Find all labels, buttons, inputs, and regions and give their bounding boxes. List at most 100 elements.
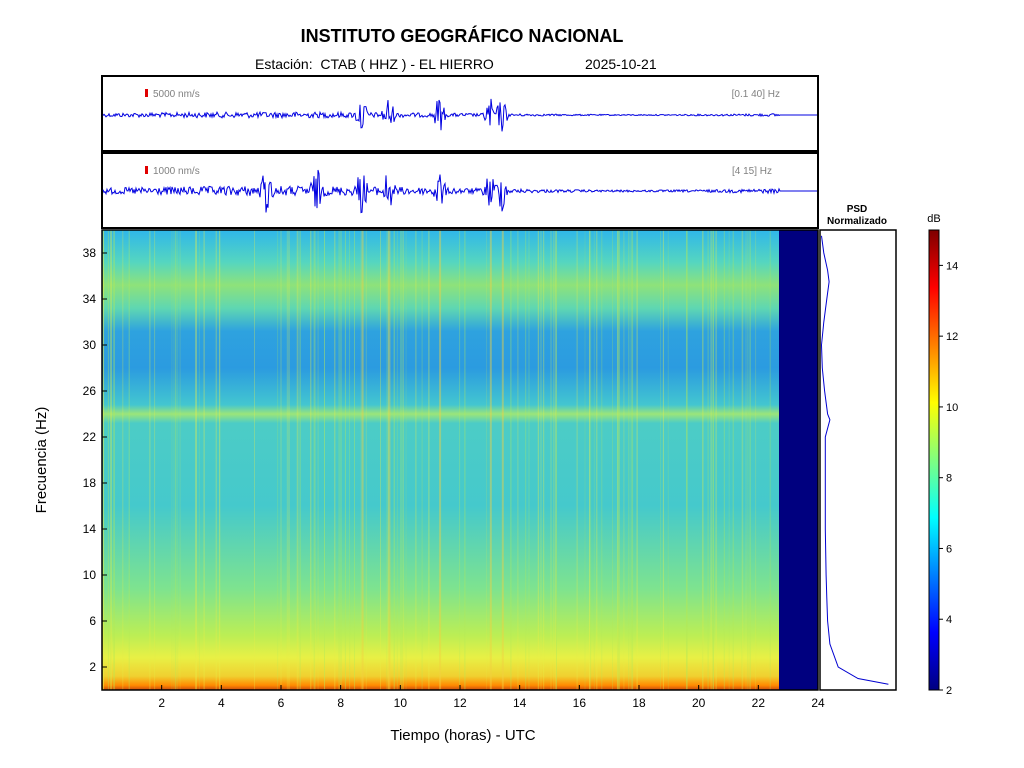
spectrogram-streak — [286, 230, 288, 690]
spectrogram-streak — [732, 230, 734, 690]
spectrogram-streak — [601, 230, 603, 690]
spectrogram-streak — [314, 230, 316, 690]
spectrogram-streak — [149, 230, 151, 690]
spectrogram-event-streak — [361, 230, 364, 690]
spectrogram-streak — [203, 230, 205, 690]
spectrogram-streak — [543, 230, 545, 690]
colorbar-tick-label: 10 — [946, 402, 958, 414]
spectrogram-streak — [723, 230, 725, 690]
spectrogram-streak — [686, 230, 688, 690]
spectrogram-streak — [550, 230, 552, 690]
spectrogram-streak — [741, 230, 743, 690]
y-tick-label: 2 — [89, 660, 96, 674]
x-tick-label: 20 — [692, 696, 706, 710]
spectrogram-streak — [128, 230, 130, 690]
spectrogram-streak — [415, 230, 417, 690]
spectrogram-streak — [632, 230, 634, 690]
spectrogram-vertical-streaks — [103, 230, 771, 690]
spectrogram-streak — [712, 230, 714, 690]
spectrogram-streak — [113, 230, 115, 690]
spectrogram-streak — [122, 230, 124, 690]
y-tick-label: 14 — [83, 522, 97, 536]
y-tick-label: 30 — [83, 338, 97, 352]
x-tick-label: 6 — [278, 696, 285, 710]
y-tick-label: 18 — [83, 476, 97, 490]
y-tick-label: 26 — [83, 384, 97, 398]
psd-subtitle: Normalizado — [827, 216, 887, 227]
spectrogram-streak — [387, 230, 389, 690]
spectrogram-streak — [537, 230, 539, 690]
spectrogram-streak — [296, 230, 298, 690]
spectrogram-nodata-block — [779, 230, 818, 690]
x-axis-label: Tiempo (horas) - UTC — [390, 727, 535, 744]
spectrogram-streak — [590, 230, 592, 690]
spectrogram-streak — [510, 230, 512, 690]
seismo1-scale-label: 5000 nm/s — [153, 89, 200, 100]
spectrogram-streak — [728, 230, 730, 690]
spectrogram-streak — [103, 230, 105, 690]
spectrogram-streak — [386, 230, 388, 690]
spectrogram-streak — [113, 230, 115, 690]
x-tick-label: 4 — [218, 696, 225, 710]
spectrogram-streak — [338, 230, 340, 690]
spectrogram-streak — [618, 230, 620, 690]
psd-panel: PSD Normalizado — [819, 204, 897, 691]
spectrogram-streak — [334, 230, 336, 690]
scale-marker-icon — [145, 166, 148, 174]
spectrogram-streak — [525, 230, 527, 690]
spectrogram-streak — [636, 230, 638, 690]
colorbar-label: dB — [927, 213, 940, 225]
colorbar-tick-label: 8 — [946, 473, 952, 485]
spectrogram-streak — [324, 230, 325, 690]
spectrogram-streak — [742, 230, 744, 690]
spectrogram-streak — [667, 230, 669, 690]
spectrogram-streak — [769, 230, 771, 690]
seismo1-filter-label: [0.1 40] Hz — [732, 89, 780, 100]
colorbar-tick-label: 4 — [946, 614, 952, 626]
spectrogram-streak — [402, 230, 404, 690]
spectrogram-streak — [464, 230, 466, 690]
scale-marker-icon — [145, 89, 148, 97]
spectrogram-streak — [113, 230, 115, 690]
x-tick-label: 22 — [752, 696, 766, 710]
spectrogram-streak — [745, 230, 747, 690]
spectrogram-streak — [103, 230, 104, 690]
spectrogram-streak — [254, 230, 255, 690]
spectrogram-event-streak — [388, 230, 391, 690]
spectrogram-streak — [354, 230, 355, 690]
spectrogram-streak — [179, 230, 181, 690]
spectrogram-streak — [528, 230, 530, 690]
spectrogram-streak — [171, 230, 173, 690]
spectrogram-streak — [340, 230, 342, 690]
y-tick-label: 22 — [83, 430, 97, 444]
spectrogram-streak — [589, 230, 590, 690]
spectrogram-streak — [540, 230, 542, 690]
spectrogram-streak — [747, 230, 749, 690]
spectrogram-streak — [344, 230, 346, 690]
y-tick-label: 34 — [83, 292, 97, 306]
spectrogram-streak — [380, 230, 381, 690]
psd-curve — [820, 235, 889, 685]
y-tick-label: 10 — [83, 568, 97, 582]
spectrogram-streak — [360, 230, 362, 690]
spectrogram-streak — [219, 230, 221, 690]
spectrogram-streak — [277, 230, 279, 690]
colorbar-tick-label: 2 — [946, 685, 952, 697]
x-tick-label: 2 — [158, 696, 165, 710]
spectrogram-streak — [686, 230, 687, 690]
seismo2-filter-label: [4 15] Hz — [732, 166, 772, 177]
spectrogram-streak — [553, 230, 555, 690]
spectrogram-streak — [486, 230, 488, 690]
spectrogram-streak — [662, 230, 664, 690]
spectrogram-streak — [365, 230, 367, 690]
spectrogram-streak — [215, 230, 217, 690]
spectrogram-streak — [702, 230, 704, 690]
seismo2-trace — [102, 169, 817, 214]
spectrogram-streak — [173, 230, 175, 690]
spectrogram-streak — [630, 230, 632, 690]
spectrogram-streak — [612, 230, 613, 690]
seismogram-panel-1: 5000 nm/s [0.1 40] Hz — [101, 75, 819, 152]
spectrogram-streak — [686, 230, 688, 690]
